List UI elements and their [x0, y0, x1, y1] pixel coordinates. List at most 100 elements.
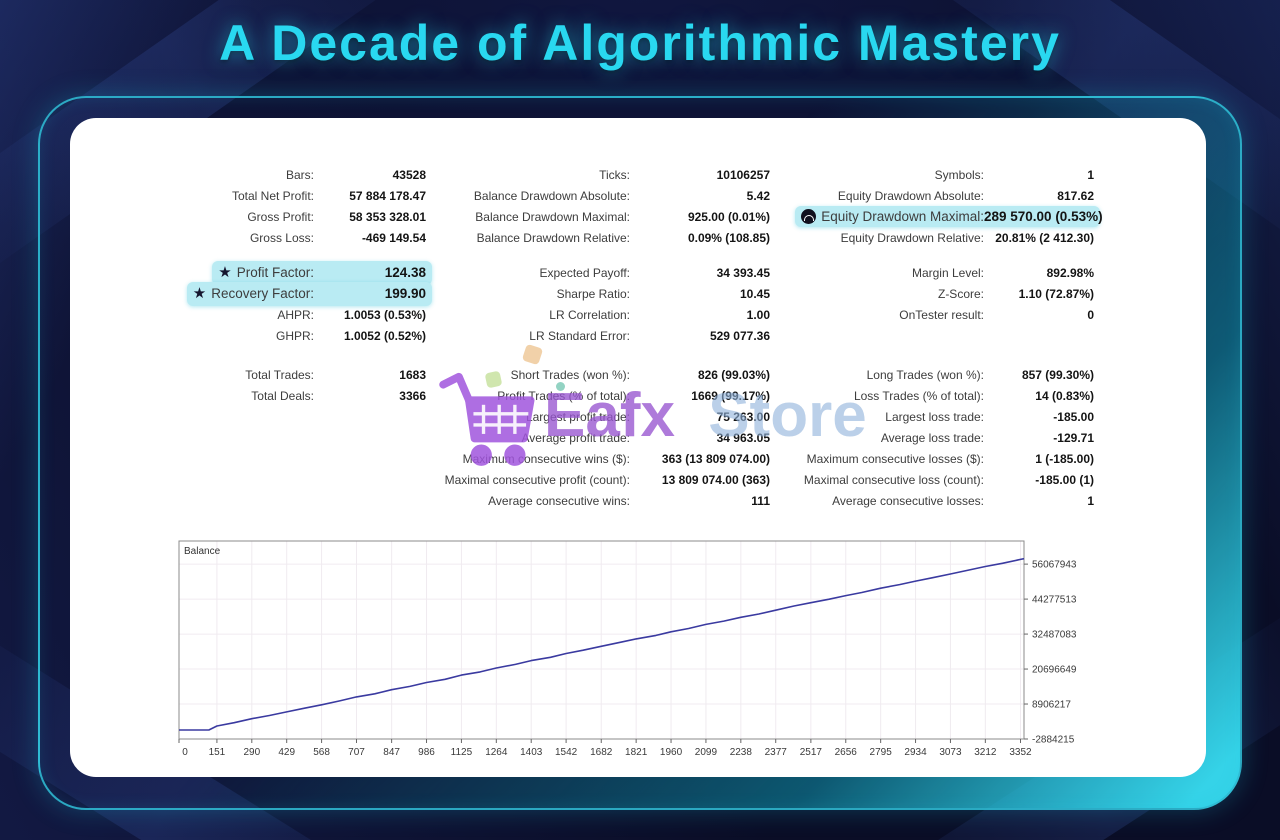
stat: AHPR: 1.0053 (0.53%)	[277, 308, 426, 322]
stat-label: Bars:	[285, 167, 314, 182]
stat: Equity Drawdown Absolute: 817.62	[838, 189, 1094, 203]
stat-label: Average loss trade:	[880, 430, 984, 445]
stat: Maximal consecutive profit (count): 13 80…	[445, 473, 770, 487]
stat: Balance Drawdown Relative: 0.09% (108.85)	[477, 231, 770, 245]
stat-cell: Sharpe Ratio: 10.45	[450, 287, 770, 301]
stat: Symbols: 1	[935, 168, 1094, 182]
stat-value: 199.90	[384, 286, 426, 301]
stat-label: Margin Level:	[911, 265, 984, 280]
y-axis-tick-label: 44277513	[1032, 595, 1077, 606]
chart-series-label: Balance	[184, 546, 221, 557]
stat-label: Total Net Profit:	[231, 188, 314, 203]
stat-label: Balance Drawdown Maximal:	[475, 209, 630, 224]
stat-cell: LR Standard Error: 529 077.36	[450, 329, 770, 343]
stat-label: Maximal consecutive loss (count):	[803, 472, 984, 487]
stat-cell: Balance Drawdown Maximal: 925.00 (0.01%)	[450, 210, 770, 224]
stat-row: Average consecutive wins: 111 Average cons…	[126, 490, 1094, 511]
stat-cell: Equity Drawdown Absolute: 817.62	[794, 189, 1094, 203]
x-axis-tick-label: 707	[348, 747, 365, 758]
stat-cell: Margin Level: 892.98%	[794, 266, 1094, 280]
x-axis-tick-label: 3073	[939, 747, 962, 758]
stat-label: Largest profit trade:	[525, 409, 630, 424]
stat: Long Trades (won %): 857 (99.30%)	[867, 368, 1094, 382]
stat-cell: Equity Drawdown Maximal: 289 570.00 (0.53…	[794, 206, 1103, 227]
report-table: Bars: 43528 Ticks: 10106257 Symbols: 1 Total N…	[126, 164, 1103, 511]
stat-value: 3366	[399, 388, 426, 403]
stat-label: Expected Payoff:	[539, 265, 630, 280]
stat-label: Largest loss trade:	[885, 409, 984, 424]
stat-cell: Total Deals: 3366	[126, 389, 426, 403]
stat: Largest profit trade: 75 263.00	[526, 410, 770, 424]
x-axis-tick-label: 0	[182, 747, 188, 758]
stat-value: 826 (99.03%)	[697, 367, 770, 382]
x-axis-tick-label: 2517	[800, 747, 823, 758]
x-axis-tick-label: 2934	[904, 747, 927, 758]
stat: Maximum consecutive losses ($): 1 (-185.0…	[807, 452, 1094, 466]
stat: Total Trades: 1683	[245, 368, 426, 382]
stat-value: 10106257	[716, 167, 770, 182]
stat-cell: Balance Drawdown Relative: 0.09% (108.85)	[450, 231, 770, 245]
stat: LR Standard Error: 529 077.36	[529, 329, 770, 343]
balance-chart: 0 151 290 429 568 707 847 986 1125 1264 1403 1542 16…	[178, 540, 1090, 769]
stat-label: Long Trades (won %):	[866, 367, 984, 382]
stat-value: 1	[1087, 493, 1094, 508]
stat-label: Maximum consecutive losses ($):	[806, 451, 984, 466]
stat: Total Net Profit: 57 884 178.47	[232, 189, 426, 203]
x-axis-tick-label: 2656	[835, 747, 858, 758]
x-axis-tick-label: 3212	[974, 747, 997, 758]
stat-row: Maximum consecutive wins ($): 363 (13 809…	[126, 448, 1094, 469]
stat-label: Total Trades:	[245, 367, 314, 382]
report-card: Bars: 43528 Ticks: 10106257 Symbols: 1 Total N…	[70, 118, 1206, 777]
stat-cell: Largest profit trade: 75 263.00	[450, 410, 770, 424]
stat-cell: Loss Trades (% of total): 14 (0.83%)	[794, 389, 1094, 403]
stat-cell: Profit Factor: 124.38	[126, 260, 432, 285]
stat: Average consecutive wins: 111	[488, 494, 770, 508]
stat-row: Total Net Profit: 57 884 178.47 Balance Dr…	[126, 185, 1094, 206]
stat-cell: Recovery Factor: 199.90	[126, 281, 432, 306]
stat-value: 111	[751, 493, 770, 508]
stat-value: 529 077.36	[709, 328, 770, 343]
stat-row: Maximal consecutive profit (count): 13 80…	[126, 469, 1094, 490]
stat-value: 925.00 (0.01%)	[687, 209, 770, 224]
highlighted-stat: Profit Factor: 124.38	[212, 260, 432, 285]
x-axis-tick-label: 1125	[451, 747, 473, 758]
section-gap	[126, 248, 1094, 262]
stat-value: -469 149.54	[361, 230, 426, 245]
stat-cell: Gross Profit: 58 353 328.01	[126, 210, 426, 224]
stat-row: Bars: 43528 Ticks: 10106257 Symbols: 1	[126, 164, 1094, 185]
stat: Gross Loss: -469 149.54	[250, 231, 426, 245]
star-icon	[218, 264, 231, 282]
stat-label: Loss Trades (% of total):	[853, 388, 984, 403]
stat-value: 857 (99.30%)	[1021, 367, 1094, 382]
stat-cell: Largest loss trade: -185.00	[794, 410, 1094, 424]
stat-label: Ticks:	[599, 167, 630, 182]
stat-value: -185.00 (1)	[1035, 472, 1094, 487]
highlighted-stat: Recovery Factor: 199.90	[186, 281, 432, 306]
stat-value: 892.98%	[1046, 265, 1094, 280]
stat-row: Gross Loss: -469 149.54 Balance Drawdown R…	[126, 227, 1094, 248]
section-gap	[126, 346, 1094, 364]
stat-cell: Average profit trade: 34 963.05	[450, 431, 770, 445]
stat-label: Short Trades (won %):	[510, 367, 630, 382]
stat-row: Gross Profit: 58 353 328.01 Balance Drawdo…	[126, 206, 1103, 227]
stat-label: Profit Trades (% of total):	[497, 388, 630, 403]
star-icon	[193, 285, 206, 303]
page-title: A Decade of Algorithmic Mastery	[219, 15, 1061, 71]
stat: Maximal consecutive loss (count): -185.00…	[804, 473, 1094, 487]
stat-cell: Short Trades (won %): 826 (99.03%)	[450, 368, 770, 382]
stat-row: Total Deals: 3366 Profit Trades (% of tota…	[126, 385, 1094, 406]
stat: Maximum consecutive wins ($): 363 (13 809…	[463, 452, 770, 466]
x-axis-tick-label: 1821	[625, 747, 648, 758]
y-axis-tick-label: -2884215	[1032, 735, 1075, 746]
stat-value: 1	[1087, 167, 1094, 182]
stat: OnTester result: 0	[899, 308, 1094, 322]
stat-label: Recovery Factor:	[211, 286, 314, 301]
stat-label: Average consecutive wins:	[488, 493, 630, 508]
stat-cell: GHPR: 1.0052 (0.52%)	[126, 329, 426, 343]
stat-cell: Gross Loss: -469 149.54	[126, 231, 426, 245]
stat: Largest loss trade: -185.00	[885, 410, 1094, 424]
x-axis-tick-label: 1403	[520, 747, 543, 758]
stat-row: AHPR: 1.0053 (0.53%) LR Correlation: 1.00 On…	[126, 304, 1094, 325]
x-axis-tick-label: 1682	[590, 747, 613, 758]
